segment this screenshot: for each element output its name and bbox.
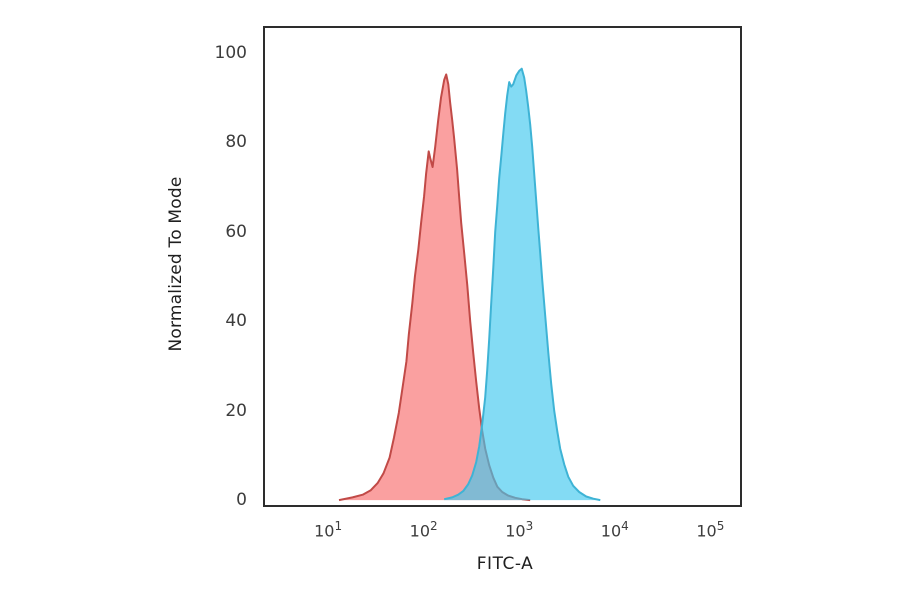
- y-tick-label: 40: [225, 311, 247, 332]
- x-tick-exponent: 2: [430, 519, 438, 533]
- y-axis-title: Normalized To Mode: [166, 176, 186, 352]
- x-tick-base: 10: [314, 521, 335, 541]
- x-tick-exponent: 4: [621, 519, 629, 533]
- x-tick-base: 10: [409, 521, 430, 541]
- x-tick-base: 10: [505, 521, 526, 541]
- x-tick-label: 102: [384, 519, 464, 541]
- x-tick-exponent: 5: [716, 519, 725, 533]
- y-tick-label: 60: [225, 221, 247, 242]
- x-tick-exponent: 1: [334, 519, 343, 533]
- x-tick-label: 105: [670, 519, 750, 541]
- x-tick-label: 104: [575, 519, 655, 541]
- blue-histogram-outline: [443, 67, 601, 502]
- y-tick-label: 0: [236, 490, 247, 511]
- x-tick-base: 10: [696, 521, 717, 541]
- x-tick-base: 10: [600, 521, 622, 541]
- blue-histogram-area: [444, 68, 601, 501]
- red-histogram-area: [339, 74, 531, 501]
- y-tick-label: 100: [214, 43, 247, 64]
- y-tick-label: 80: [225, 132, 247, 153]
- x-tick-label: 101: [288, 519, 368, 541]
- x-tick-label: 103: [479, 519, 559, 541]
- histogram-svg: [338, 67, 601, 502]
- y-tick-label: 20: [225, 400, 247, 421]
- plot-area: [263, 26, 742, 507]
- x-axis-title: FITC-A: [476, 554, 534, 574]
- x-tick-exponent: 3: [525, 519, 534, 533]
